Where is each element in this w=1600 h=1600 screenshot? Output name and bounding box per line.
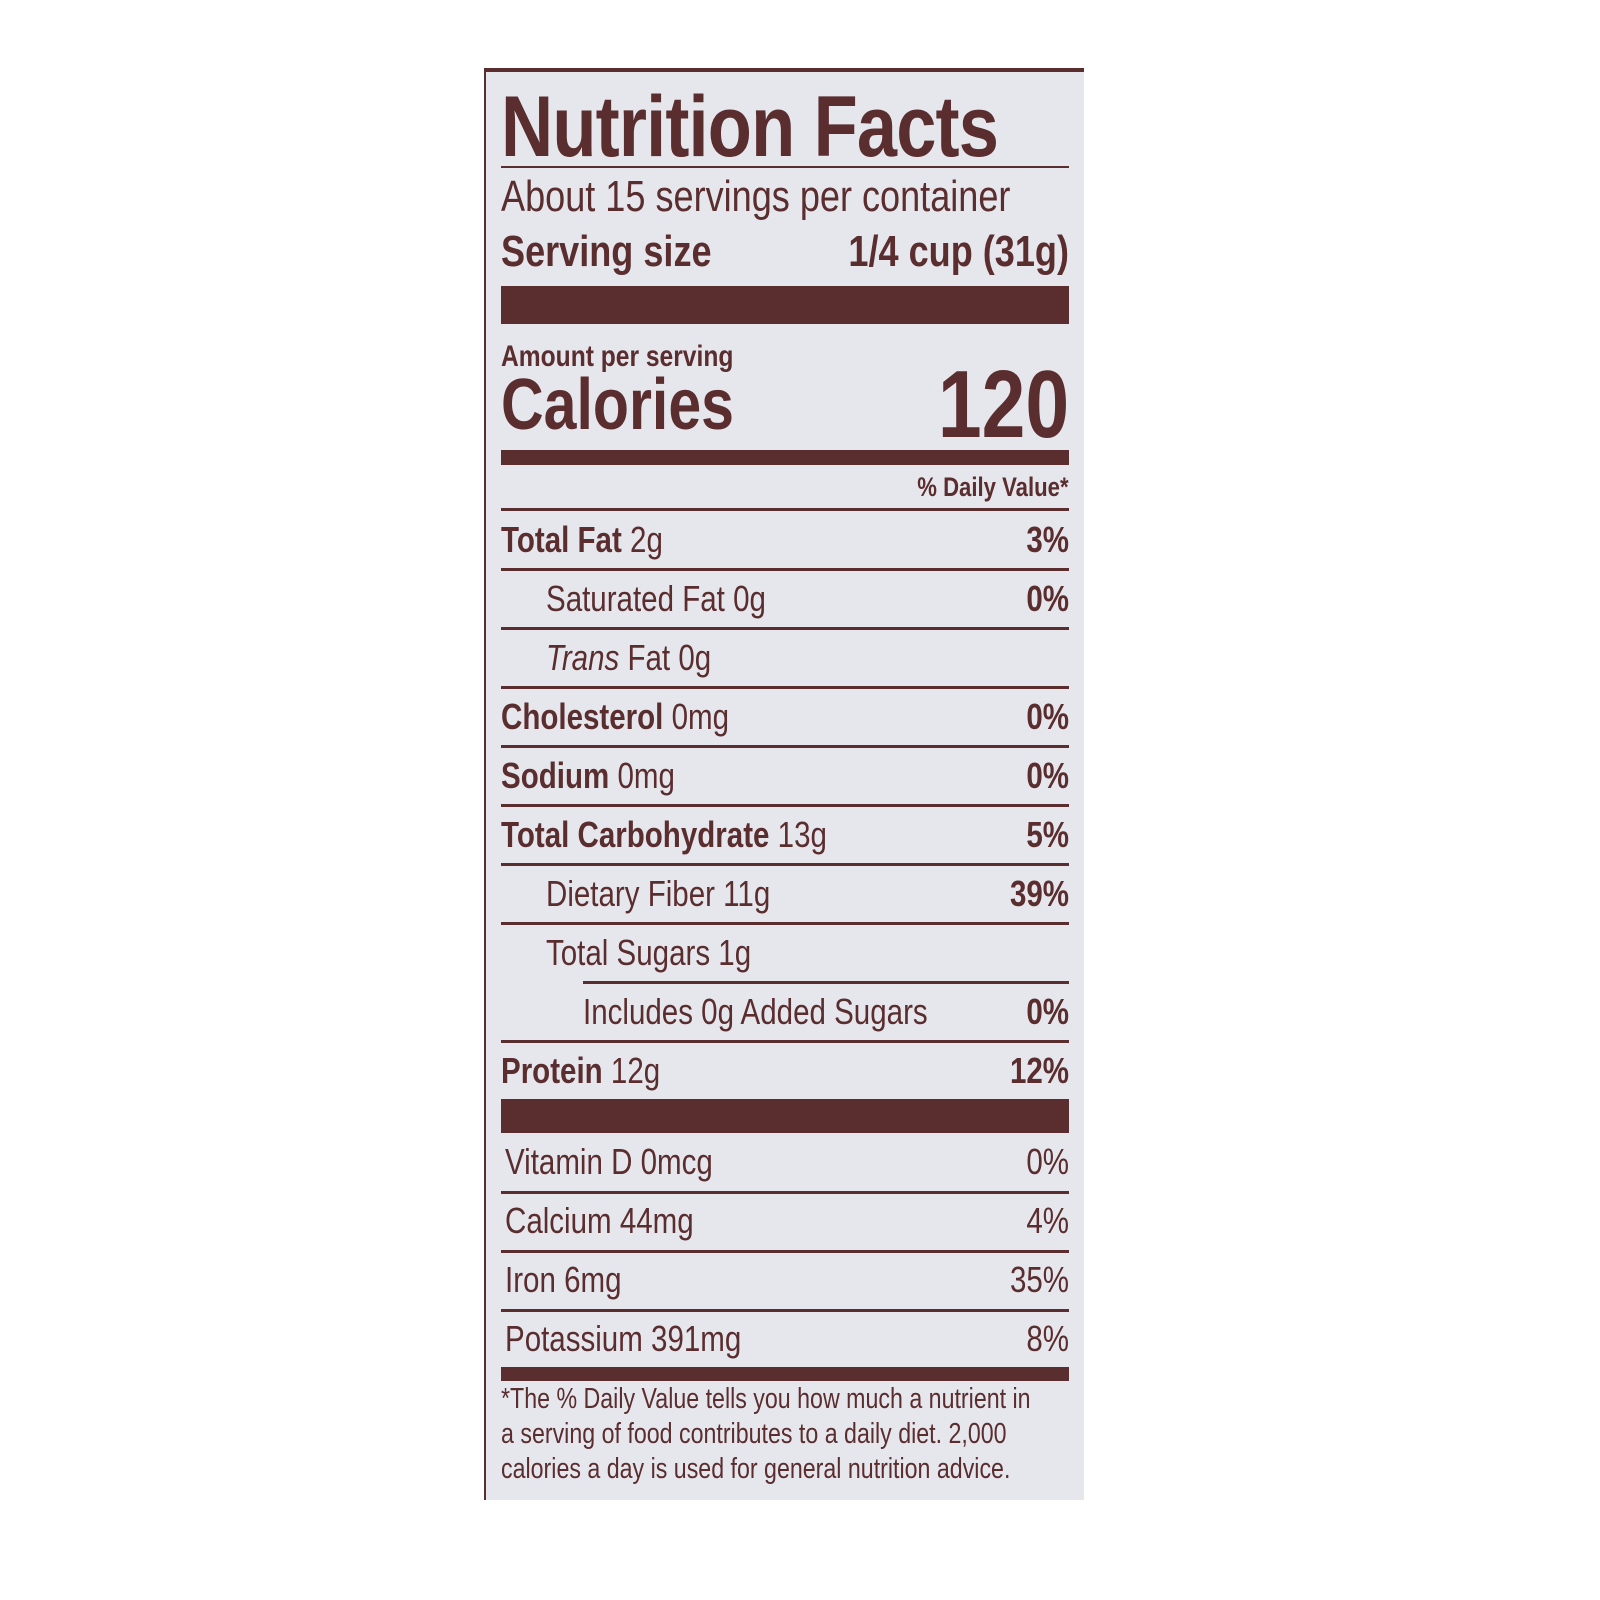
nutrient-amount: 0mg [617, 755, 675, 796]
vitamin-daily-value: 4% [1026, 1200, 1069, 1241]
serving-size-label: Serving size [501, 227, 712, 276]
vitamin-row: Potassium 391mg 8% [501, 1311, 1069, 1367]
nutrient-name: Protein [501, 1050, 603, 1091]
nutrient-amount: 1g [718, 932, 752, 973]
footnote-line: calories a day is used for general nutri… [501, 1453, 1011, 1485]
vitamin-name: Potassium [505, 1318, 643, 1359]
nutrient-amount: 12g [610, 1050, 661, 1091]
nutrient-amount: 0g [678, 637, 712, 678]
vitamin-name: Vitamin D [505, 1141, 633, 1182]
calories-label: Calories [501, 365, 734, 445]
medium-bar [501, 1367, 1069, 1381]
nutrient-daily-value: 3% [1026, 519, 1069, 560]
serving-size-value: 1/4 cup (31g) [848, 227, 1069, 276]
nutrient-row: Saturated Fat 0g 0% [501, 571, 1069, 627]
divider [501, 1250, 1069, 1253]
vitamin-daily-value: 0% [1026, 1141, 1069, 1182]
divider [501, 686, 1069, 689]
vitamin-name: Iron [505, 1259, 556, 1300]
nutrient-row: Sodium 0mg 0% [501, 748, 1069, 804]
nutrient-name-rest: Fat [627, 637, 671, 678]
nutrient-row: Includes 0g Added Sugars 0% [501, 984, 1069, 1040]
divider [501, 804, 1069, 807]
nutrient-amount: 13g [777, 814, 827, 855]
divider [501, 1040, 1069, 1043]
nutrient-daily-value: 0% [1026, 578, 1069, 619]
nutrient-name: Trans [546, 637, 620, 678]
nutrient-amount: 0g [733, 578, 766, 619]
vitamin-row: Iron 6mg 35% [501, 1252, 1069, 1308]
divider [583, 981, 1069, 984]
daily-value-header-text: % Daily Value* [917, 472, 1069, 502]
nutrient-row: Dietary Fiber 11g 39% [501, 866, 1069, 922]
nutrient-row: Trans Fat 0g [501, 630, 1069, 686]
footnote-line: *The % Daily Value tells you how much a … [501, 1383, 1031, 1415]
nutrient-amount: 0mg [671, 696, 730, 737]
vitamin-row: Vitamin D 0mcg 0% [501, 1134, 1069, 1190]
vitamin-daily-value: 35% [1009, 1259, 1069, 1300]
vitamin-row: Calcium 44mg 4% [501, 1193, 1069, 1249]
calories-value: 120 [937, 351, 1069, 458]
amount-per-serving: Amount per serving [501, 340, 1069, 374]
servings-text: About 15 servings per container [501, 172, 1011, 221]
label-title: Nutrition Facts [501, 82, 1069, 172]
nutrient-row: Total Carbohydrate 13g 5% [501, 807, 1069, 863]
nutrient-amount: 11g [723, 873, 771, 914]
footnote: *The % Daily Value tells you how much a … [501, 1382, 1069, 1487]
nutrition-label: Nutrition Facts About 15 servings per co… [484, 68, 1084, 1500]
nutrient-daily-value: 0% [1026, 696, 1069, 737]
nutrient-name: Includes 0g Added Sugars [583, 991, 928, 1032]
nutrient-row: Protein 12g 12% [501, 1043, 1069, 1099]
divider [501, 1191, 1069, 1194]
divider [501, 863, 1069, 866]
nutrient-daily-value: 12% [1009, 1050, 1069, 1091]
daily-value-header: % Daily Value* [501, 470, 1069, 504]
nutrient-daily-value: 0% [1026, 991, 1069, 1032]
divider [501, 745, 1069, 748]
medium-bar [501, 450, 1069, 465]
nutrient-name: Total Sugars [546, 932, 711, 973]
divider [501, 508, 1069, 511]
nutrient-daily-value: 5% [1026, 814, 1069, 855]
divider [501, 568, 1069, 571]
nutrient-name: Total Fat [501, 519, 622, 560]
vitamin-amount: 6mg [564, 1259, 622, 1300]
nutrient-row: Cholesterol 0mg 0% [501, 689, 1069, 745]
vitamin-name: Calcium [505, 1200, 612, 1241]
servings-per-container: About 15 servings per container [501, 172, 1069, 222]
nutrient-name: Sodium [501, 755, 610, 796]
nutrient-daily-value: 0% [1026, 755, 1069, 796]
vitamin-amount: 391mg [651, 1318, 742, 1359]
nutrient-row: Total Fat 2g 3% [501, 512, 1069, 568]
divider [501, 166, 1069, 168]
divider [501, 922, 1069, 925]
nutrient-name: Dietary Fiber [546, 873, 715, 914]
nutrient-name: Saturated Fat [546, 578, 725, 619]
vitamin-amount: 0mcg [640, 1141, 713, 1182]
vitamin-amount: 44mg [619, 1200, 694, 1241]
nutrient-name: Total Carbohydrate [501, 814, 770, 855]
title-text: Nutrition Facts [501, 79, 999, 175]
thick-bar [501, 1099, 1069, 1133]
nutrient-amount: 2g [630, 519, 663, 560]
amount-per-serving-text: Amount per serving [501, 340, 734, 373]
divider [501, 627, 1069, 630]
calories-row: Calories 120 [501, 351, 1069, 458]
divider [501, 1309, 1069, 1312]
nutrient-name: Cholesterol [501, 696, 664, 737]
nutrient-row: Total Sugars 1g [501, 925, 1069, 981]
footnote-line: a serving of food contributes to a daily… [501, 1418, 1007, 1450]
vitamin-daily-value: 8% [1026, 1318, 1069, 1359]
thick-bar [501, 286, 1069, 324]
nutrient-daily-value: 39% [1009, 873, 1069, 914]
serving-size: Serving size 1/4 cup (31g) [501, 227, 1069, 277]
